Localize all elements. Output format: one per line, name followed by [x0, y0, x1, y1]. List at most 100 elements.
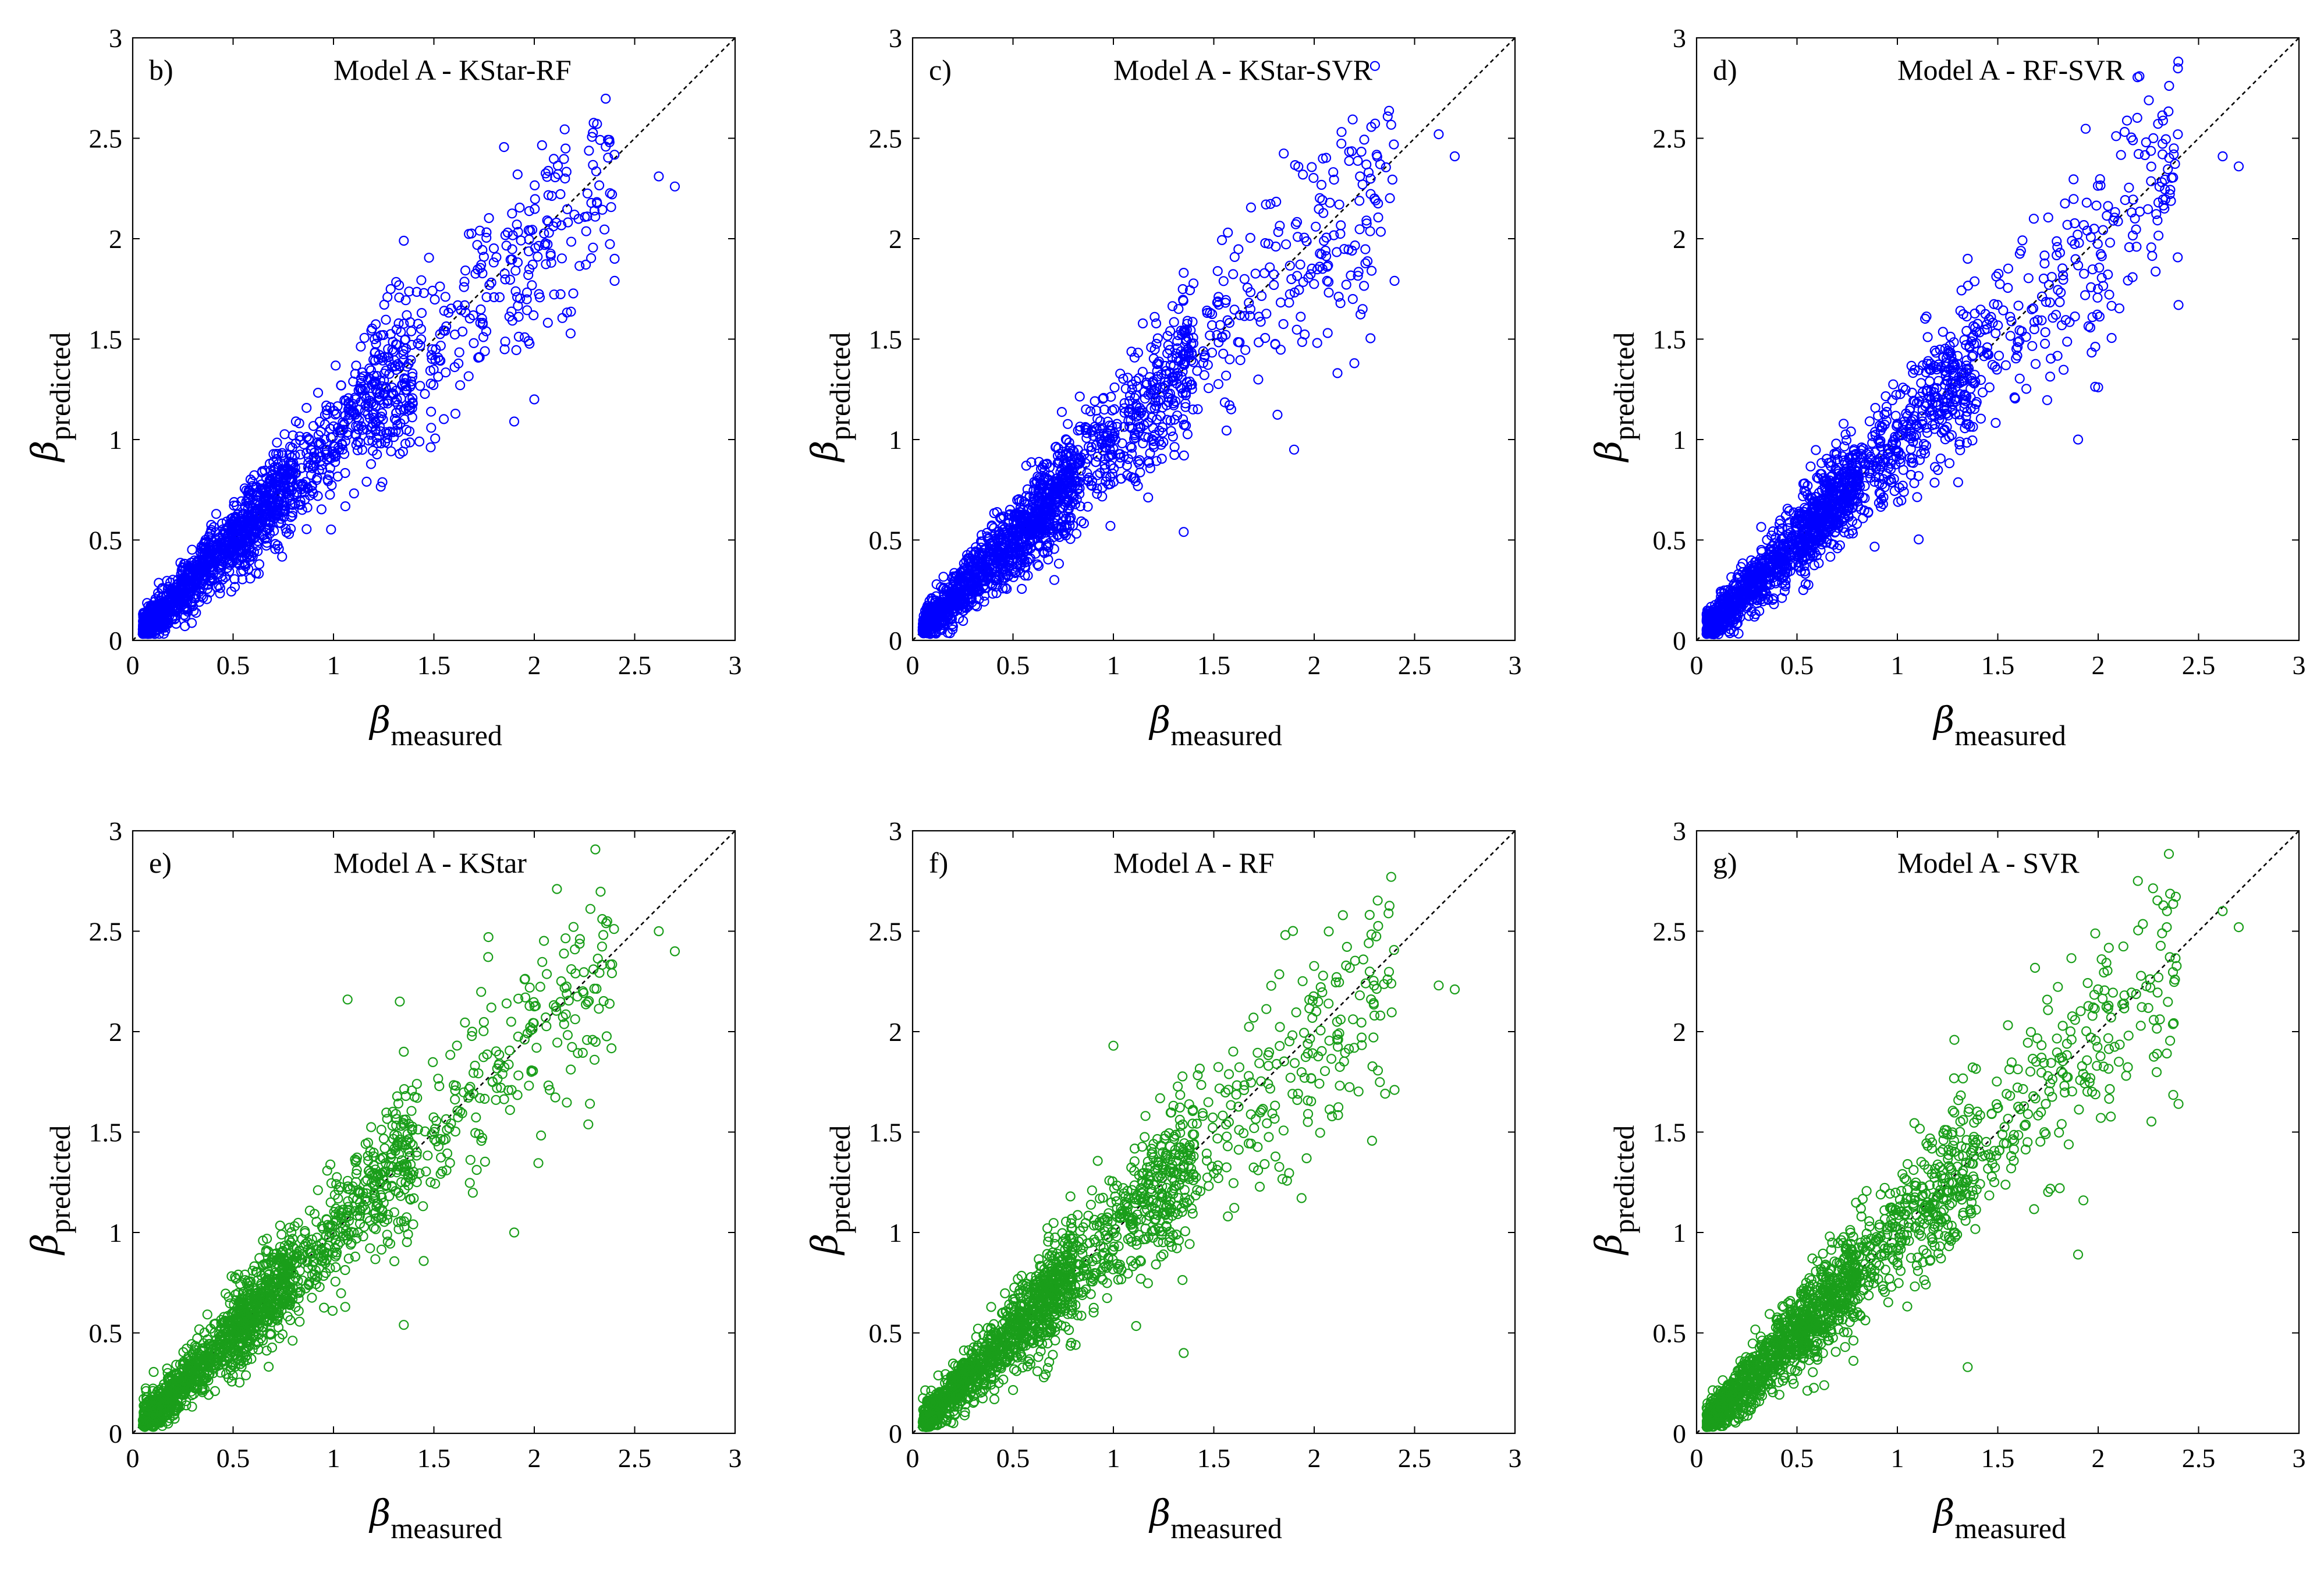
scatter-point — [416, 307, 427, 318]
scatter-point — [381, 427, 391, 438]
scatter-point — [295, 431, 305, 442]
scatter-point — [1250, 268, 1261, 279]
scatter-point — [519, 332, 530, 343]
scatter-point — [413, 318, 424, 329]
scatter-point — [597, 204, 608, 215]
scatter-point — [1825, 551, 1836, 562]
scatter-point — [2030, 359, 2041, 369]
scatter-point — [416, 275, 427, 285]
scatter-point — [549, 289, 559, 300]
x-tick-label: 1 — [1107, 650, 1120, 680]
scatter-point — [1255, 317, 1266, 327]
scatter-point — [1143, 492, 1154, 503]
scatter-point — [1914, 534, 1924, 545]
scatter-point — [2121, 115, 2133, 126]
scatter-point — [524, 206, 534, 217]
scatter-point — [1349, 358, 1360, 369]
scatter-point — [1311, 221, 1321, 232]
scatter-panel-c: 0 0.5 1 1.5 2 2.5 300.511.522.53c) Model A - KS… — [803, 23, 1522, 752]
scatter-point — [180, 611, 191, 622]
scatter-point — [489, 292, 499, 303]
scatter-point — [2003, 263, 2013, 274]
scatter-point — [545, 250, 556, 261]
scatter-point — [1182, 429, 1193, 440]
scatter-point — [398, 345, 409, 356]
scatter-point — [1269, 279, 1279, 291]
scatter-point — [1272, 409, 1283, 420]
scatter-point — [1076, 516, 1087, 527]
scatter-point — [340, 501, 351, 512]
scatter-point — [1259, 268, 1270, 278]
scatter-point — [512, 219, 522, 230]
y-tick-label: 2.5 — [89, 124, 123, 154]
scatter-point — [601, 141, 611, 152]
scatter-point — [386, 446, 396, 456]
scatter-point — [351, 360, 361, 371]
scatter-point — [2038, 273, 2049, 284]
scatter-point — [1315, 193, 1325, 203]
scatter-point — [2080, 123, 2091, 134]
scatter-point — [1924, 376, 1935, 387]
scatter-point — [1385, 193, 1395, 203]
scatter-point — [2140, 150, 2150, 161]
scatter-point — [1291, 324, 1302, 335]
scatter-point — [1998, 305, 2009, 316]
scatter-point — [424, 253, 434, 263]
scatter-point — [524, 234, 534, 245]
scatter-point — [1245, 233, 1255, 243]
scatter-point — [1289, 444, 1300, 455]
scatter-point — [1062, 419, 1073, 429]
scatter-point — [491, 252, 502, 263]
scatter-point — [366, 459, 377, 469]
scatter-point — [377, 355, 388, 366]
scatter-point — [555, 289, 566, 299]
scatter-point — [1223, 227, 1233, 238]
scatter-point — [529, 394, 540, 405]
scatter-point — [2151, 209, 2162, 219]
scatter-point — [1365, 333, 1376, 343]
scatter-point — [1354, 224, 1365, 235]
scatter-point — [2021, 384, 2032, 394]
scatter-point — [1119, 398, 1130, 409]
scatter-point — [2163, 106, 2174, 116]
scatter-point — [1991, 328, 2001, 339]
scatter-point — [1359, 281, 1369, 291]
scatter-point — [530, 204, 540, 214]
x-tick-label: 2 — [528, 650, 541, 680]
scatter-point — [2106, 332, 2117, 343]
scatter-point — [565, 328, 576, 339]
scatter-point — [605, 188, 615, 199]
scatter-point — [272, 437, 282, 448]
scatter-point — [2119, 127, 2130, 137]
x-tick-label: 0.5 — [217, 650, 250, 680]
y-tick-label: 0 — [109, 626, 122, 656]
scatter-point — [1270, 339, 1280, 350]
scatter-point — [1053, 558, 1065, 569]
scatter-point — [2092, 239, 2103, 249]
y-tick-label: 1 — [109, 425, 122, 455]
scatter-point — [533, 252, 543, 262]
scatter-point — [469, 338, 479, 349]
scatter-point — [2124, 182, 2134, 193]
scatter-point — [1218, 276, 1229, 286]
scatter-point — [1275, 221, 1285, 231]
scatter-point — [560, 143, 571, 154]
scatter-point — [301, 524, 312, 534]
scatter-point — [480, 346, 490, 356]
scatter-point — [272, 540, 283, 551]
scatter-point — [1975, 413, 1986, 424]
scatter-point — [2173, 252, 2183, 263]
scatter-point — [2079, 268, 2089, 279]
scatter-point — [2055, 297, 2065, 307]
scatter-point — [1841, 435, 1852, 446]
scatter-point — [1257, 291, 1267, 301]
scatter-point — [563, 217, 573, 228]
scatter-point — [2104, 289, 2114, 300]
scatter-point — [391, 415, 402, 426]
scatter-point — [1295, 259, 1305, 270]
scatter-point — [1922, 332, 1933, 342]
scatter-point — [450, 408, 461, 419]
scatter-panel-b: 0 0.5 1 1.5 2 2.5 300.511.522.53b) Model A - KS… — [23, 23, 742, 752]
scatter-point — [557, 313, 567, 323]
scatter-point — [405, 317, 416, 328]
